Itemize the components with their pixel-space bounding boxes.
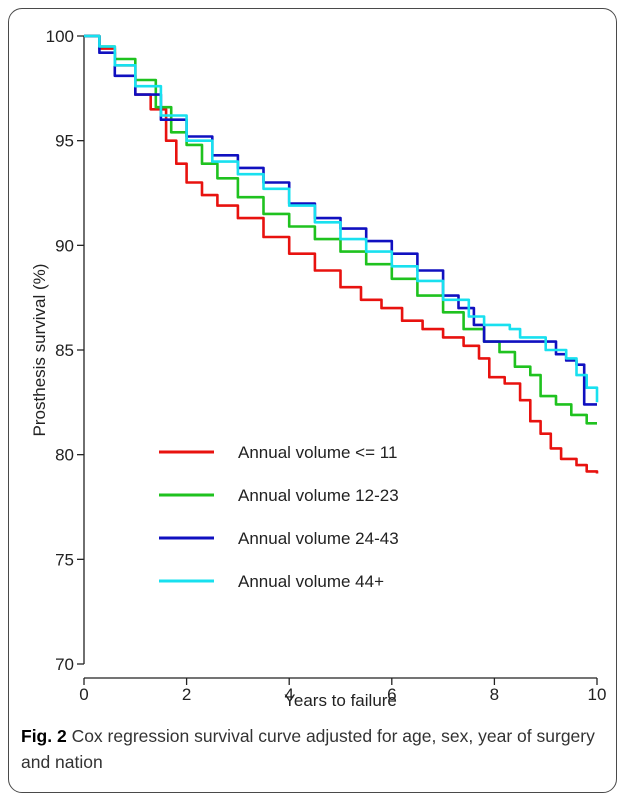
series-lines: [84, 34, 599, 474]
series-line-2: [84, 34, 597, 425]
caption-label: Fig. 2: [21, 726, 67, 746]
series-line-1: [84, 34, 599, 474]
y-tick-label: 85: [55, 341, 74, 360]
x-tick-label: 6: [387, 685, 396, 704]
x-tick-label: 0: [79, 685, 88, 704]
y-axis: 70 75 80 85 90 95 100: [46, 27, 85, 674]
survival-chart: 70 75 80 85 90 95 100 0 2 4 6 8 10 Annual volume <=…: [30, 27, 607, 710]
caption-text: Cox regression survival curve adjusted f…: [21, 726, 595, 772]
legend-label-2: Annual volume 12-23: [238, 486, 399, 505]
y-tick-label: 95: [55, 132, 74, 151]
x-tick-label: 10: [588, 685, 607, 704]
y-tick-label: 80: [55, 446, 74, 465]
y-tick-label: 70: [55, 655, 74, 674]
legend-label-1: Annual volume <= 11: [238, 443, 397, 462]
x-axis-title: Years to failure: [284, 691, 397, 710]
x-tick-label: 8: [490, 685, 499, 704]
y-tick-label: 100: [46, 27, 74, 46]
figure-caption: Fig. 2 Cox regression survival curve adj…: [21, 723, 606, 775]
y-axis-title: Prosthesis survival (%): [30, 264, 49, 437]
y-tick-label: 90: [55, 236, 74, 255]
series-line-4: [84, 34, 599, 403]
legend-label-4: Annual volume 44+: [238, 572, 384, 591]
x-tick-label: 2: [182, 685, 191, 704]
legend-label-3: Annual volume 24-43: [238, 529, 399, 548]
legend: Annual volume <= 11 Annual volume 12-23 An…: [159, 443, 399, 591]
y-tick-label: 75: [55, 550, 74, 569]
x-tick-label: 4: [284, 685, 293, 704]
x-axis: 0 2 4 6 8 10: [79, 677, 607, 704]
figure-panel: 70 75 80 85 90 95 100 0 2 4 6 8 10 Annual volume <=…: [8, 8, 617, 793]
